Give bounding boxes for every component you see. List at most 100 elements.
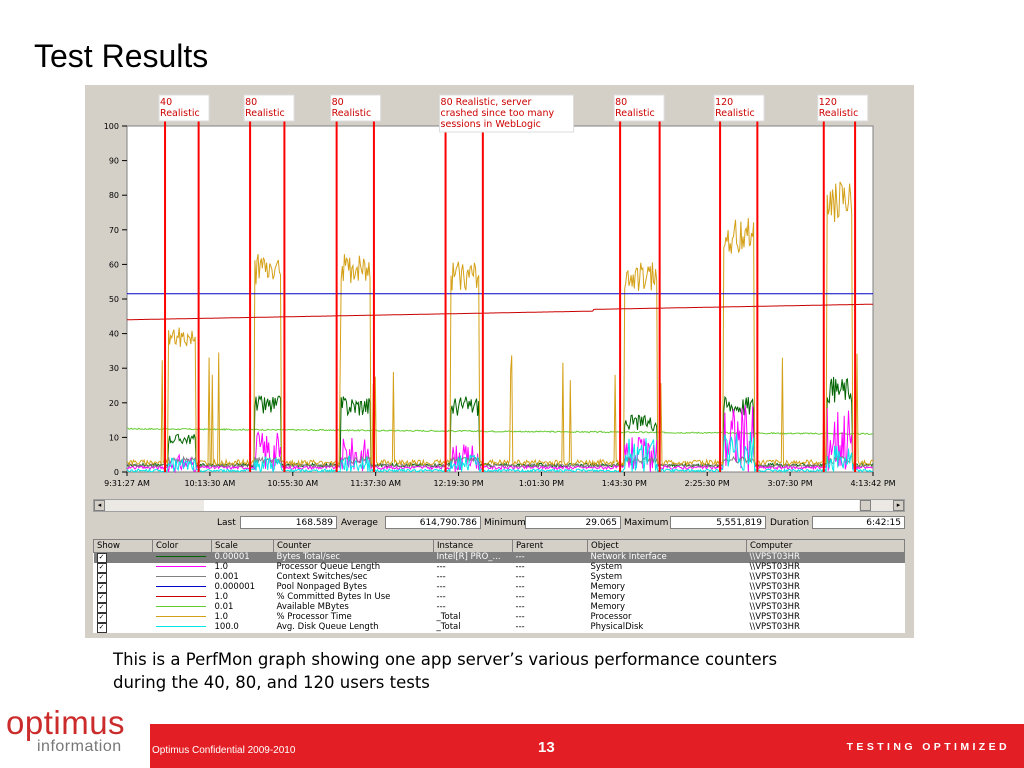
counter-cell: Processor Queue Length <box>276 562 381 573</box>
col-computer[interactable]: Computer <box>746 539 905 553</box>
checkmark-icon[interactable]: ✓ <box>96 563 107 573</box>
col-scale[interactable]: Scale <box>211 539 274 553</box>
col-instance[interactable]: Instance <box>433 539 513 553</box>
annotation-label: 80 <box>245 97 257 108</box>
optimus-logo: optimus information <box>6 704 151 758</box>
instance-cell: --- <box>436 582 446 593</box>
color-line <box>155 556 206 558</box>
col-object[interactable]: Object <box>587 539 747 553</box>
slide-title: Test Results <box>34 38 209 74</box>
y-tick-label: 80 <box>109 191 119 200</box>
counter-row[interactable]: ✓ 0.000001 Pool Nonpaged Bytes --- --- Memory… <box>94 583 905 593</box>
annotation-label: crashed since too many <box>441 108 555 119</box>
checkmark-icon[interactable]: ✓ <box>96 623 107 633</box>
color-swatch <box>153 573 212 583</box>
annotation-label: Realistic <box>715 108 755 119</box>
available-mbytes-line <box>127 427 874 436</box>
scroll-thumb[interactable] <box>204 500 859 511</box>
col-parent[interactable]: Parent <box>512 539 588 553</box>
show-checkbox[interactable]: ✓ <box>94 573 153 583</box>
checkmark-icon[interactable]: ✓ <box>96 583 107 593</box>
object-cell: Network Interface <box>587 552 747 563</box>
footer-confidential: Optimus Confidential 2009-2010 <box>152 745 296 756</box>
maximum-value: 5,551,819 <box>670 516 766 529</box>
counter-table-header: Show Color Scale Counter Instance Parent… <box>93 539 905 553</box>
show-checkbox[interactable]: ✓ <box>94 563 153 573</box>
scroll-thumb-handle[interactable] <box>860 500 871 511</box>
logo-subword: information <box>37 738 122 755</box>
y-tick-label: 70 <box>109 226 119 235</box>
color-swatch <box>153 603 212 613</box>
counter-row[interactable]: ✓ 100.0 Avg. Disk Queue Length _Total --- Phy… <box>94 623 905 633</box>
counter-row[interactable]: ✓ 0.00001 Bytes Total/sec Intel[R] PRO_... -… <box>93 552 905 563</box>
parent-cell: --- <box>515 562 525 573</box>
computer-cell: \\VPST03HR <box>749 592 800 603</box>
x-tick-label: 10:13:30 AM <box>184 479 235 488</box>
show-checkbox[interactable]: ✓ <box>94 613 153 623</box>
col-counter[interactable]: Counter <box>273 539 434 553</box>
y-tick-label: 90 <box>109 157 119 166</box>
instance-cell: --- <box>436 602 446 613</box>
object-cell: Processor <box>590 612 632 623</box>
show-checkbox[interactable]: ✓ <box>94 583 153 593</box>
x-tick-label: 1:43:30 PM <box>602 479 647 488</box>
computer-cell: \\VPST03HR <box>746 552 905 563</box>
instance-cell: _Total <box>436 622 461 633</box>
color-swatch <box>153 593 212 603</box>
parent-cell: --- <box>515 572 525 583</box>
instance-cell: _Total <box>436 612 461 623</box>
checkmark-icon[interactable]: ✓ <box>96 613 107 623</box>
x-tick-label: 1:01:30 PM <box>519 479 564 488</box>
parent-cell: --- <box>515 592 525 603</box>
annotation-box <box>613 94 665 122</box>
time-scrollbar[interactable]: ◂ ▸ <box>93 499 905 512</box>
checkmark-icon[interactable]: ✓ <box>96 553 107 563</box>
computer-cell: \\VPST03HR <box>749 602 800 613</box>
counter-cell: Bytes Total/sec <box>273 552 434 563</box>
y-tick-label: 100 <box>104 122 119 131</box>
show-checkbox[interactable]: ✓ <box>93 552 153 563</box>
annotation-label: 80 <box>332 97 344 108</box>
instance-cell: --- <box>436 592 446 603</box>
scroll-right-button[interactable]: ▸ <box>893 500 904 511</box>
object-cell: Memory <box>590 592 626 603</box>
counter-row[interactable]: ✓ 1.0 % Committed Bytes In Use --- --- Memory… <box>94 593 905 603</box>
color-swatch <box>153 613 212 623</box>
color-line <box>155 606 206 608</box>
annotation-box <box>439 94 575 133</box>
counter-cell: Avg. Disk Queue Length <box>276 622 379 633</box>
counter-row[interactable]: ✓ 1.0 Processor Queue Length --- --- System \\… <box>94 563 905 573</box>
checkmark-icon[interactable]: ✓ <box>96 573 107 583</box>
object-cell: PhysicalDisk <box>590 622 644 633</box>
x-tick-label: 3:07:30 PM <box>768 479 813 488</box>
annotation-label: 80 Realistic, server <box>441 97 532 108</box>
duration-label: Duration <box>770 518 810 528</box>
counter-row[interactable]: ✓ 0.001 Context Switches/sec --- --- System \\… <box>94 573 905 583</box>
show-checkbox[interactable]: ✓ <box>94 623 153 633</box>
color-line <box>155 616 206 618</box>
counter-row[interactable]: ✓ 0.01 Available MBytes --- --- Memory \\VPST0… <box>94 603 905 613</box>
col-show[interactable]: Show <box>93 539 153 553</box>
disk-queue-line <box>126 431 874 474</box>
scroll-left-button[interactable]: ◂ <box>94 500 105 511</box>
page-number: 13 <box>538 739 555 756</box>
checkmark-icon[interactable]: ✓ <box>96 603 107 613</box>
x-tick-label: 9:31:27 AM <box>104 479 150 488</box>
annotation-box <box>243 94 295 122</box>
average-value: 614,790.786 <box>385 516 481 529</box>
object-cell: Memory <box>590 582 626 593</box>
counter-row[interactable]: ✓ 1.0 % Processor Time _Total --- Processor \\… <box>94 613 905 623</box>
y-tick-label: 20 <box>109 399 119 408</box>
scale-cell: 0.00001 <box>211 552 274 563</box>
show-checkbox[interactable]: ✓ <box>94 593 153 603</box>
x-tick-label: 4:13:42 PM <box>850 479 895 488</box>
show-checkbox[interactable]: ✓ <box>94 603 153 613</box>
y-tick-label: 40 <box>109 330 119 339</box>
annotation-box <box>817 94 869 122</box>
y-tick-label: 30 <box>109 364 119 373</box>
instance-cell: Intel[R] PRO_... <box>433 552 513 563</box>
checkmark-icon[interactable]: ✓ <box>96 593 107 603</box>
col-color[interactable]: Color <box>152 539 212 553</box>
computer-cell: \\VPST03HR <box>749 562 800 573</box>
annotation-label: Realistic <box>819 108 859 119</box>
